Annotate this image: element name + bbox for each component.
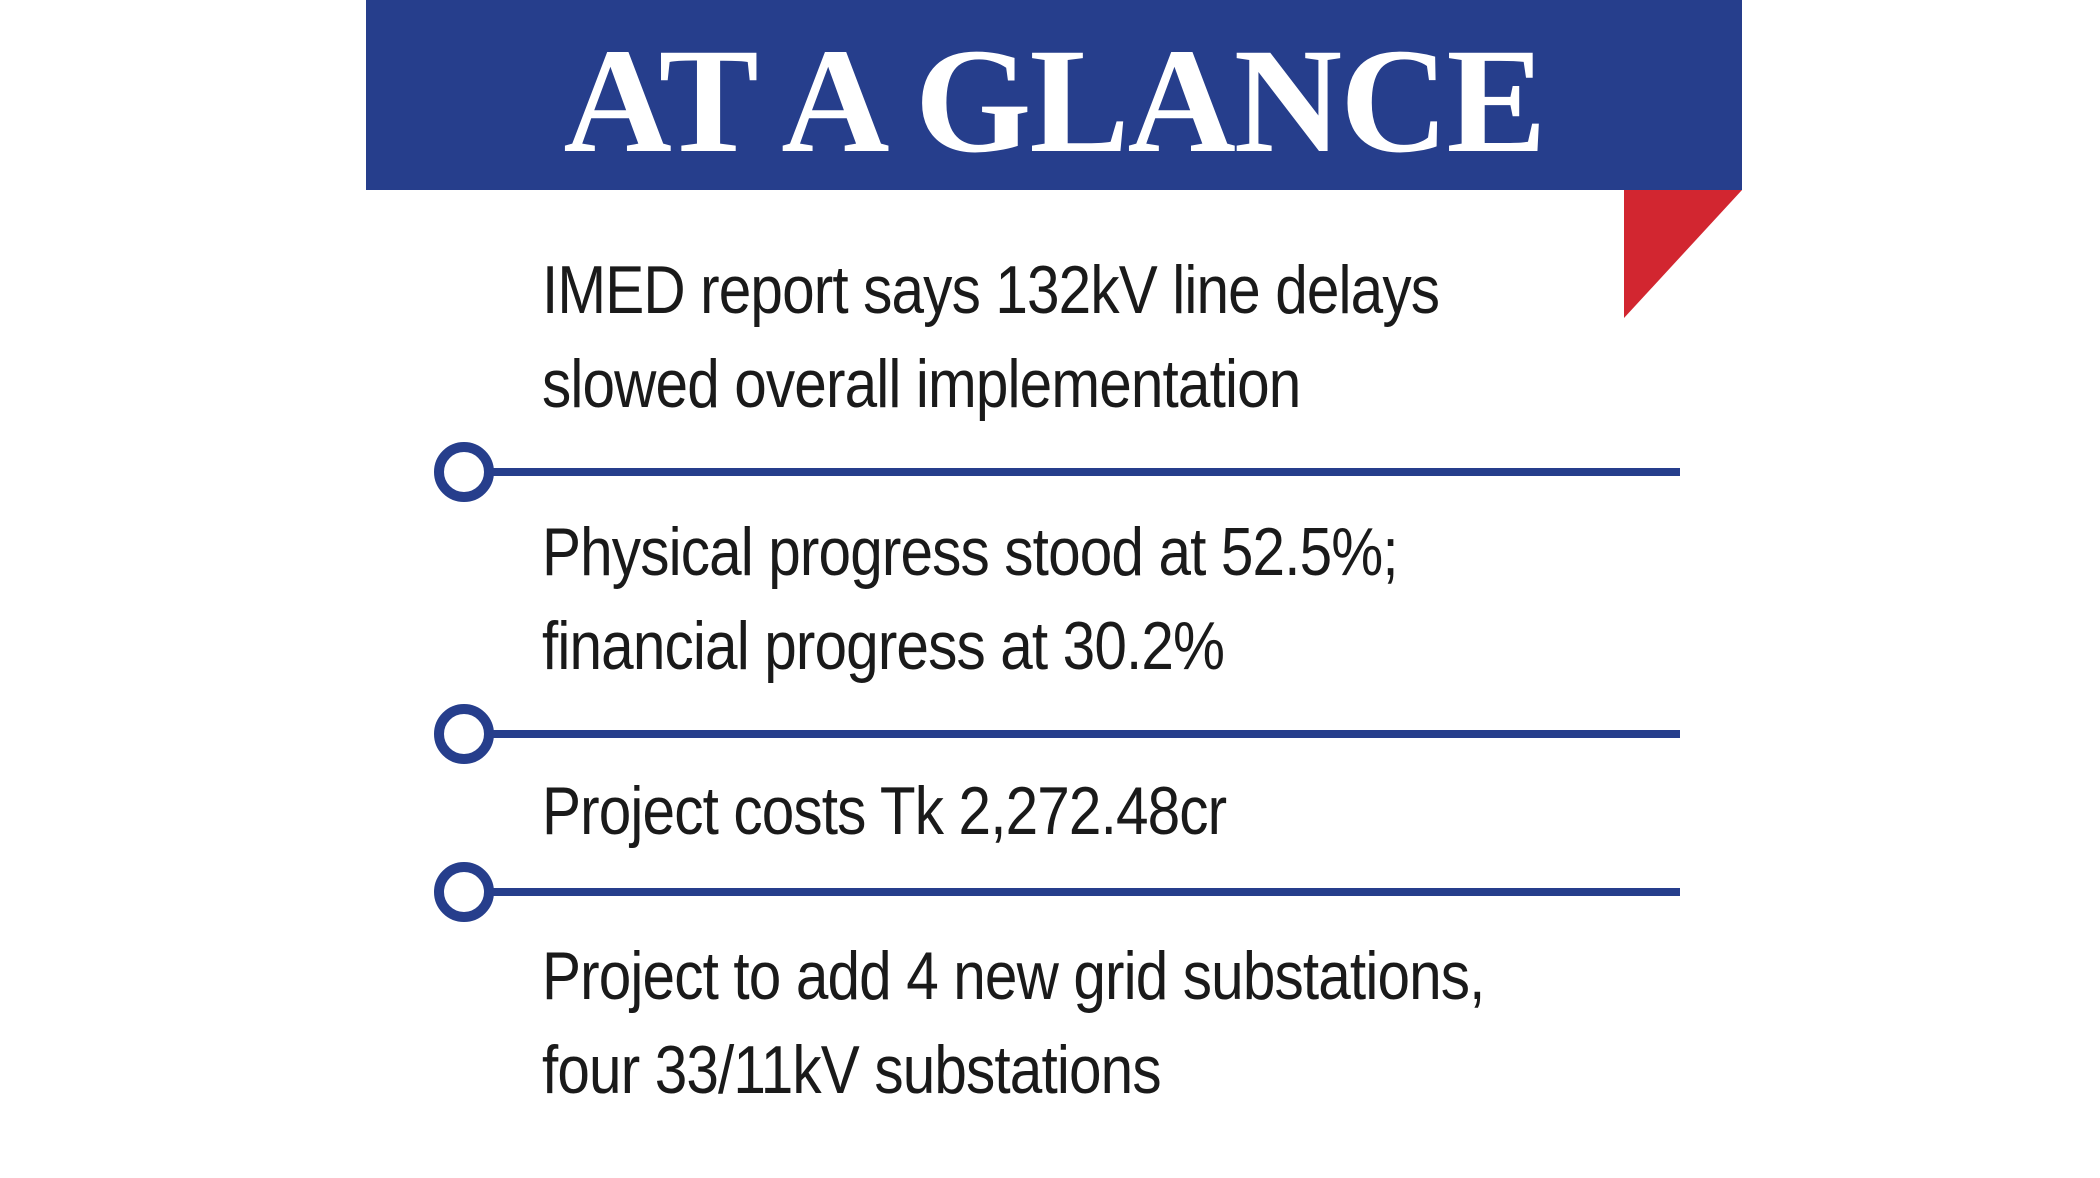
list-item-line: four 33/11kV substations [542, 1032, 1162, 1108]
list-item: Project to add 4 new grid substations, f… [542, 929, 1522, 1117]
list-item: IMED report says 132kV line delays slowe… [542, 243, 1522, 431]
list-item-line: slowed overall implementation [542, 346, 1301, 422]
list-item-line: financial progress at 30.2% [542, 608, 1225, 684]
list-item-line: Project costs Tk 2,272.48cr [542, 773, 1227, 849]
divider-line [434, 442, 1680, 502]
corner-accent [1624, 190, 1742, 318]
list-item-line: Physical progress stood at 52.5%; [542, 514, 1399, 590]
bullet-ring-icon [434, 442, 494, 502]
list-item: Physical progress stood at 52.5%; financ… [542, 505, 1522, 693]
list-item-line: IMED report says 132kV line delays [542, 252, 1440, 328]
bullet-ring-icon [434, 862, 494, 922]
page-title: AT A GLANCE [563, 18, 1546, 184]
list-item: Project costs Tk 2,272.48cr [542, 764, 1522, 858]
header-banner: AT A GLANCE [366, 0, 1742, 190]
divider-line [434, 704, 1680, 764]
divider-line [434, 862, 1680, 922]
list-item-line: Project to add 4 new grid substations, [542, 938, 1485, 1014]
bullet-ring-icon [434, 704, 494, 764]
